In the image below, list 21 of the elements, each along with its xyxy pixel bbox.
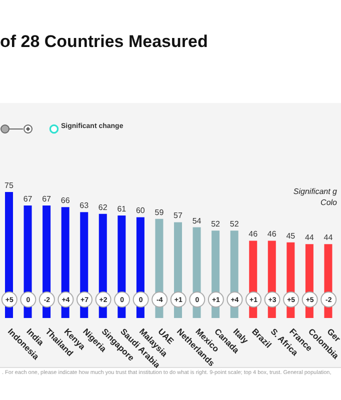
annotation: Colo [320, 197, 337, 208]
data-label: 44 [324, 233, 334, 242]
chart-title: of 28 Countries Measured [0, 32, 208, 52]
annotation: Significant g [293, 186, 337, 197]
data-label: 52 [230, 220, 240, 229]
data-label: 52 [211, 220, 221, 229]
data-label: 63 [80, 201, 90, 210]
data-label: 62 [98, 202, 108, 212]
data-label: 57 [174, 211, 183, 220]
data-label: 61 [117, 204, 127, 214]
data-label: 60 [136, 206, 146, 216]
data-label: 54 [192, 216, 202, 226]
data-label: 46 [248, 230, 258, 239]
data-label: 46 [267, 230, 277, 239]
data-label: 67 [23, 194, 33, 204]
data-label: 59 [154, 208, 164, 217]
data-label: 67 [42, 194, 52, 204]
data-label: 66 [60, 196, 70, 206]
data-label: 44 [304, 233, 314, 242]
data-label: 45 [286, 231, 296, 240]
data-label: 75 [4, 181, 14, 190]
